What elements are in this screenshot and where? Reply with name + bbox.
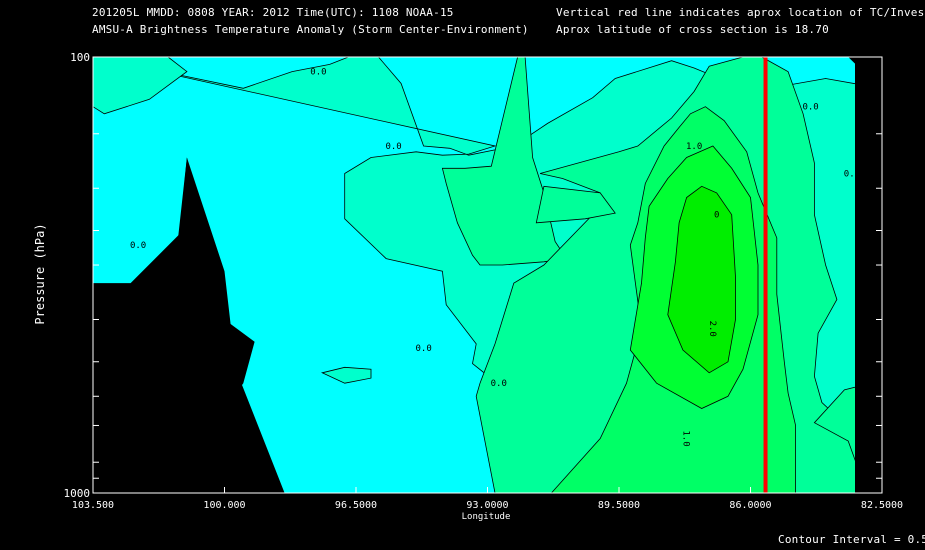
header-line1-left: 201205L MMDD: 0808 YEAR: 2012 Time(UTC):… xyxy=(92,6,454,19)
x-tick-label-1: 100.000 xyxy=(203,500,245,511)
header-line1-right: Vertical red line indicates aprox locati… xyxy=(556,6,925,19)
warm-core-green_2_2p5-3 xyxy=(667,185,736,374)
contour-lines: 0.0 0.0 0.0 0.0 0.0 0.0 0.0 1.0 2.0 1.0 0 xyxy=(130,68,860,447)
contour-label-1: 0.0 xyxy=(310,68,326,78)
missing-data-east xyxy=(855,57,882,493)
contour-label-0: 0.0 xyxy=(130,241,146,251)
y-tick-label-0: 100 xyxy=(70,51,90,64)
header-line2-left: AMSU-A Brightness Temperature Anomaly (S… xyxy=(92,23,529,36)
x-tick-label-4: 89.5000 xyxy=(598,500,640,511)
contour-label-2: 0.0 xyxy=(385,142,401,152)
contour-label-8: 2.0 xyxy=(707,321,717,337)
contour-label-10: 0 xyxy=(714,211,719,221)
y-axis-label: Pressure (hPa) xyxy=(33,223,47,324)
missing-data-notch xyxy=(848,57,855,64)
x-tick-label-3: 93.0000 xyxy=(466,500,508,511)
x-tick-label-2: 96.5000 xyxy=(335,500,377,511)
aqua-patch-right xyxy=(813,386,855,461)
contour-label-5: 0.0 xyxy=(802,103,818,113)
contour-interval-note: Contour Interval = 0.5K xyxy=(778,533,925,546)
region-teal_0_0p5-2 xyxy=(93,57,188,115)
contour-label-9: 1.0 xyxy=(681,430,691,446)
contour-label-6: 0.0 xyxy=(844,169,860,179)
teal-patch-mid xyxy=(320,366,372,384)
region-aqua_0p5_1-3 xyxy=(441,57,568,266)
contour-label-7: 1.0 xyxy=(686,142,702,152)
missing-data-core xyxy=(93,157,263,493)
x-axis-label: Longitude xyxy=(462,512,511,522)
header-line2-right: Aprox latitude of cross section is 18.70 xyxy=(556,23,829,36)
plot-area xyxy=(93,57,882,493)
aqua-patch-a xyxy=(535,185,616,224)
contour-label-3: 0.0 xyxy=(415,344,431,354)
x-tick-label-0: 103.500 xyxy=(72,500,114,511)
axes: 103.500 100.000 96.5000 93.0000 89.5000 86.00… xyxy=(64,51,904,511)
contour-label-4: 0.0 xyxy=(491,379,507,389)
x-tick-label-6: 82.5000 xyxy=(861,500,903,511)
x-tick-label-5: 86.0000 xyxy=(729,500,771,511)
y-tick-label-1: 1000 xyxy=(64,487,91,500)
